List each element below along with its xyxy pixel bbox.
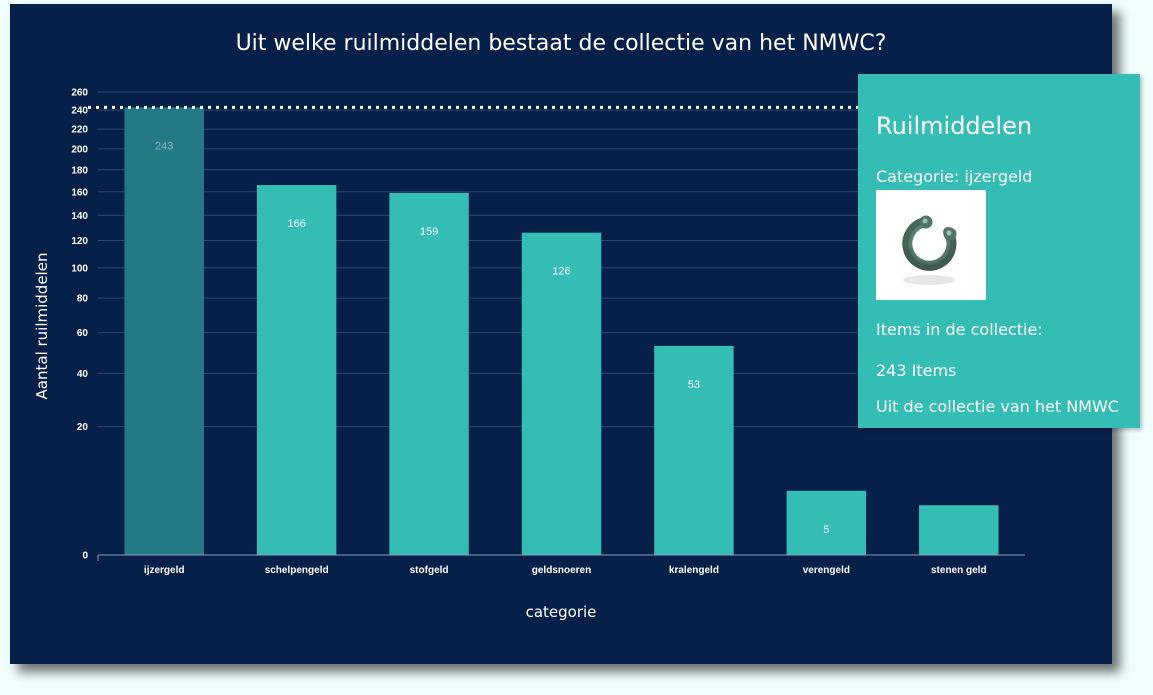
y-axis-title: Aantal ruilmiddelen: [33, 253, 51, 400]
data-label: 243: [155, 140, 173, 152]
x-tick-label: geldsnoeren: [532, 565, 591, 576]
x-tick-label: stofgeld: [410, 565, 449, 576]
tooltip-card: Ruilmiddelen Categorie: ijzergeld Items …: [858, 74, 1140, 428]
data-label: 5: [823, 524, 829, 536]
y-tick-label: 180: [71, 165, 88, 176]
x-tick-label: stenen geld: [931, 565, 987, 576]
y-tick-label: 0: [82, 551, 88, 562]
y-tick-label: 60: [77, 328, 89, 339]
chart-title: Uit welke ruilmiddelen bestaat de collec…: [235, 31, 887, 56]
y-tick-label: 220: [71, 125, 88, 136]
bar-chart: 243 166 159 126 53 5 0 20 40 60 80 100 120 140 160 180…: [33, 88, 1112, 621]
y-tick-label: 140: [71, 211, 88, 222]
bar-verengeld[interactable]: [786, 490, 867, 555]
bar-schelpengeld[interactable]: [256, 185, 337, 555]
iron-ring-currency-icon: [876, 190, 986, 300]
tooltip-title: Ruilmiddelen: [876, 112, 1033, 140]
y-tick-label: 20: [77, 422, 89, 433]
y-tick-label: 200: [71, 144, 88, 155]
axes: 0 20 40 60 80 100 120 140 160 180 200 220 240 260 ijze…: [71, 88, 1112, 576]
tooltip-category: Categorie: ijzergeld: [876, 167, 1033, 186]
bar-ijzergeld[interactable]: [124, 107, 204, 555]
x-tick-label: ijzergeld: [144, 565, 185, 576]
y-tick-label: 40: [77, 369, 89, 380]
x-axis-title: categorie: [526, 603, 597, 621]
x-tick-label: kralengeld: [669, 565, 719, 576]
y-tick-label: 260: [71, 88, 88, 99]
x-tick-label: schelpengeld: [265, 565, 329, 576]
y-tick-label: 240: [71, 106, 88, 117]
x-tick-label: verengeld: [803, 565, 850, 576]
bars: 243 166 159 126 53 5: [124, 107, 999, 556]
tooltip-items-label: Items in de collectie:: [876, 320, 1043, 339]
y-tick-label: 100: [71, 263, 88, 274]
y-tick-label: 120: [71, 236, 88, 247]
tooltip-source: Uit de collectie van het NMWC: [876, 397, 1119, 416]
y-tick-label: 160: [71, 187, 88, 198]
data-label: 126: [552, 266, 570, 278]
y-tick-label: 80: [77, 294, 89, 305]
bar-stofgeld[interactable]: [389, 192, 469, 555]
tooltip-item-count: 243 Items: [876, 361, 957, 380]
bar-stenen-geld[interactable]: [919, 505, 999, 555]
bar-geldsnoeren[interactable]: [521, 232, 602, 556]
data-label: 53: [688, 379, 700, 391]
data-label: 159: [420, 226, 438, 238]
data-label: 166: [287, 218, 305, 230]
bar-kralengeld[interactable]: [654, 345, 734, 555]
